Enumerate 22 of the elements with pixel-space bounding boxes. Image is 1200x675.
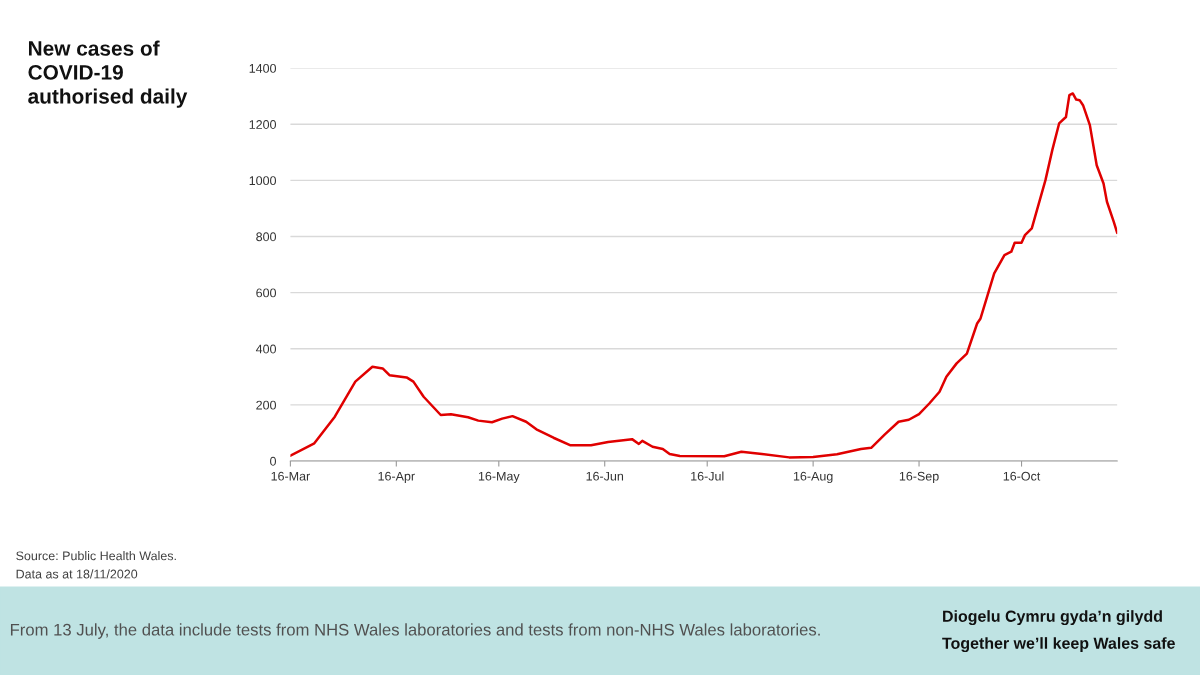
y-tick-label: 600 [256,288,277,298]
y-tick-label: 1000 [249,176,277,186]
text: Together we’ll keep Wales safe [942,637,1175,653]
x-tick-label: 16-May [478,471,520,484]
x-tick-label: 16-Apr [378,471,415,484]
x-tick-label: 16-Jul [691,471,724,481]
x-tick-label: 16-Oct [1003,471,1041,481]
x-tick-label: 16-Aug [793,471,833,484]
x-tick-label: 16-Mar [271,471,310,481]
text: Diogelu Cymru gyda’n gilydd [943,610,1162,626]
text: New cases of COVID-19 authorised daily [28,40,188,108]
y-tick-label: 0 [270,456,277,466]
y-tick-label: 1400 [249,63,277,73]
x-tick-label: 16-Sep [899,471,939,484]
text: From 13 July, the data include tests from NHS Wales laboratories and tests from non-NHS Wales laboratories. [10,623,820,639]
y-tick-label: 800 [256,232,277,242]
y-tick-label: 200 [256,400,277,410]
y-tick-label: 1200 [249,120,277,129]
x-tick-label: 16-Jun [586,471,624,481]
source-note: Source: Public Health Wales. [16,551,176,561]
y-tick-label: 400 [255,344,277,354]
text: Data as at 18/11/2020 [16,569,138,579]
